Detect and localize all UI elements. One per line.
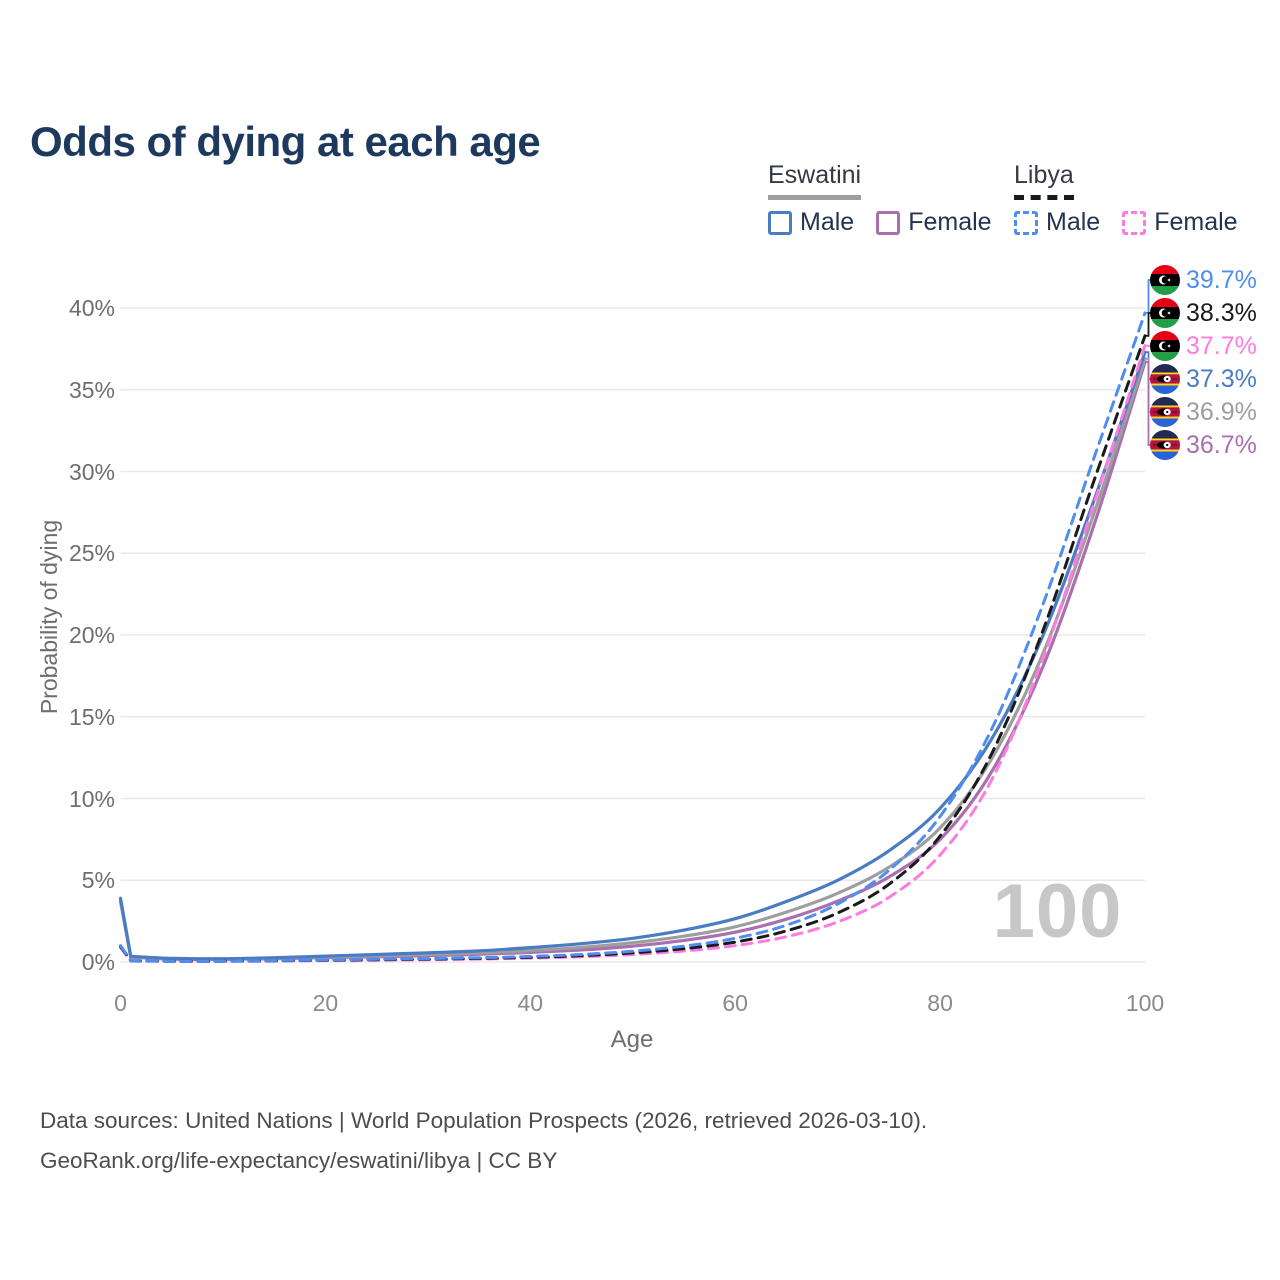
- y-tick-label: 20%: [68, 622, 115, 648]
- end-label-value: 38.3%: [1186, 298, 1257, 327]
- plot-area[interactable]: [120, 300, 1145, 963]
- end-label-eswatini-male: 37.3%: [1150, 364, 1257, 394]
- eswatini-male-swatch-icon[interactable]: [768, 210, 792, 235]
- y-tick-label: 5%: [81, 867, 115, 894]
- legend-label-libya-male[interactable]: Male: [1046, 208, 1101, 236]
- attribution-text: GeoRank.org/life-expectancy/eswatini/lib…: [40, 1148, 558, 1173]
- end-label-value: 36.7%: [1186, 430, 1257, 459]
- legend-country-libya: Libya: [1014, 161, 1074, 200]
- series-line-libya-male[interactable]: [119, 311, 1147, 963]
- libya-flag-icon: [1150, 331, 1180, 361]
- y-tick-label: 40%: [68, 295, 115, 321]
- x-tick-label: 0: [114, 990, 127, 1016]
- end-label-value: 39.7%: [1186, 265, 1257, 294]
- y-tick-label: 25%: [68, 540, 115, 567]
- y-tick-label: 30%: [68, 458, 115, 485]
- y-tick-label: 35%: [68, 376, 115, 403]
- eswatini-female-swatch-icon[interactable]: [876, 210, 901, 235]
- y-tick-label: 10%: [68, 785, 115, 812]
- libya-flag-icon: [1150, 265, 1180, 295]
- legend-items-libya: Male Female: [1014, 208, 1252, 237]
- end-label-libya-female: 37.7%: [1150, 331, 1257, 361]
- x-tick-label: 100: [1125, 990, 1165, 1016]
- legend-group-libya: Libya Male Female: [1014, 161, 1252, 237]
- age-watermark: 100: [985, 868, 1130, 955]
- legend-items-eswatini: Male Female: [768, 208, 1006, 237]
- x-axis-title: Age: [610, 1026, 654, 1053]
- x-tick-label: 60: [722, 990, 748, 1016]
- end-label-value: 36.9%: [1186, 397, 1257, 426]
- libya-male-swatch-icon[interactable]: [1014, 210, 1038, 235]
- y-tick-label: 15%: [68, 703, 115, 730]
- end-label-libya-both: 38.3%: [1150, 298, 1257, 328]
- end-label-eswatini-female: 36.7%: [1150, 430, 1257, 460]
- x-tick-label: 40: [517, 990, 544, 1016]
- legend-group-eswatini: Eswatini Male Female: [768, 161, 1006, 237]
- end-label-value: 37.3%: [1186, 364, 1257, 393]
- legend-country-eswatini: Eswatini: [768, 161, 862, 200]
- legend-label-eswatini-male[interactable]: Male: [800, 208, 855, 236]
- series-line-eswatini-male[interactable]: [118, 350, 1147, 961]
- y-axis-title: Probability of dying: [36, 519, 62, 715]
- series-lines: [118, 311, 1147, 963]
- y-tick-label: 0%: [81, 949, 115, 975]
- data-source-text: Data sources: United Nations | World Pop…: [40, 1108, 928, 1133]
- legend-label-libya-female[interactable]: Female: [1154, 208, 1238, 236]
- libya-flag-icon: [1150, 298, 1180, 328]
- eswatini-flag-icon: [1150, 397, 1180, 427]
- x-tick-label: 80: [927, 990, 953, 1016]
- legend-label-eswatini-female[interactable]: Female: [908, 208, 992, 236]
- eswatini-flag-icon: [1150, 364, 1180, 394]
- end-label-value: 37.7%: [1186, 331, 1257, 360]
- end-label-eswatini-both: 36.9%: [1150, 397, 1257, 427]
- eswatini-flag-icon: [1150, 430, 1180, 460]
- end-label-libya-male: 39.7%: [1150, 265, 1257, 295]
- x-tick-label: 20: [312, 990, 339, 1016]
- libya-female-swatch-icon[interactable]: [1122, 210, 1147, 235]
- page-title: Odds of dying at each age: [30, 118, 541, 166]
